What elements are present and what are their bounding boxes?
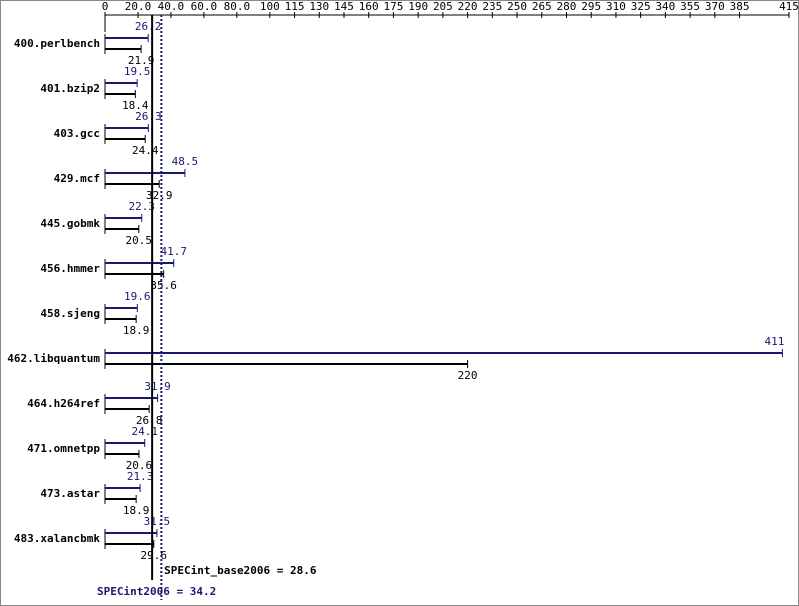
value-label: 48.5	[172, 155, 199, 168]
x-tick-label: 295	[581, 0, 601, 13]
x-tick-label: 20.0	[125, 0, 152, 13]
x-tick-label: 130	[309, 0, 329, 13]
x-tick-label: 340	[655, 0, 675, 13]
x-tick-label: 310	[606, 0, 626, 13]
category-label: 400.perlbench	[14, 37, 100, 50]
value-label: 24.4	[132, 144, 159, 157]
category-label: 458.sjeng	[40, 307, 100, 320]
x-tick-label: 100	[260, 0, 280, 13]
x-tick-label: 280	[557, 0, 577, 13]
x-tick-label: 190	[408, 0, 428, 13]
value-label: 24.1	[131, 425, 158, 438]
category-label: 401.bzip2	[40, 82, 100, 95]
x-tick-label: 370	[705, 0, 725, 13]
value-label: 19.5	[124, 65, 151, 78]
x-tick-label: 355	[680, 0, 700, 13]
value-label: 18.4	[122, 99, 149, 112]
x-tick-label: 250	[507, 0, 527, 13]
x-tick-label: 205	[433, 0, 453, 13]
value-label: 35.6	[150, 279, 177, 292]
x-tick-label: 385	[730, 0, 750, 13]
x-tick-label: 115	[285, 0, 305, 13]
x-tick-label: 220	[458, 0, 478, 13]
category-label: 429.mcf	[54, 172, 100, 185]
value-label: 18.9	[123, 504, 150, 517]
value-label: 29.6	[141, 549, 168, 562]
x-tick-label: 235	[482, 0, 502, 13]
value-label: 21.9	[128, 54, 155, 67]
x-tick-label: 160	[359, 0, 379, 13]
x-tick-label: 145	[334, 0, 354, 13]
x-tick-label: 0	[102, 0, 109, 13]
base-mean-label: SPECint_base2006 = 28.6	[164, 564, 317, 577]
value-label: 26.2	[135, 20, 162, 33]
category-label: 464.h264ref	[27, 397, 100, 410]
x-tick-label: 60.0	[191, 0, 218, 13]
value-label: 21.3	[127, 470, 154, 483]
value-label: 19.6	[124, 290, 151, 303]
category-label: 473.astar	[40, 487, 100, 500]
value-label: 31.5	[144, 515, 171, 528]
x-tick-label: 175	[383, 0, 403, 13]
x-tick-label: 325	[631, 0, 651, 13]
category-label: 456.hmmer	[40, 262, 100, 275]
value-label: 220	[458, 369, 478, 382]
value-label: 18.9	[123, 324, 150, 337]
value-label: 41.7	[160, 245, 187, 258]
category-label: 483.xalancbmk	[14, 532, 100, 545]
category-label: 471.omnetpp	[27, 442, 100, 455]
value-label: 31.9	[144, 380, 171, 393]
value-label: 22.3	[129, 200, 156, 213]
peak-mean-label: SPECint2006 = 34.2	[97, 585, 216, 598]
value-label: 26.3	[135, 110, 162, 123]
value-label: 20.5	[126, 234, 153, 247]
value-label: 26.8	[136, 414, 163, 427]
value-label: 411	[765, 335, 785, 348]
x-tick-label: 80.0	[224, 0, 251, 13]
category-label: 445.gobmk	[40, 217, 100, 230]
category-label: 462.libquantum	[7, 352, 100, 365]
x-tick-label: 265	[532, 0, 552, 13]
x-tick-label: 40.0	[158, 0, 185, 13]
category-label: 403.gcc	[54, 127, 100, 140]
value-label: 20.6	[126, 459, 153, 472]
x-tick-label: 415	[779, 0, 799, 13]
